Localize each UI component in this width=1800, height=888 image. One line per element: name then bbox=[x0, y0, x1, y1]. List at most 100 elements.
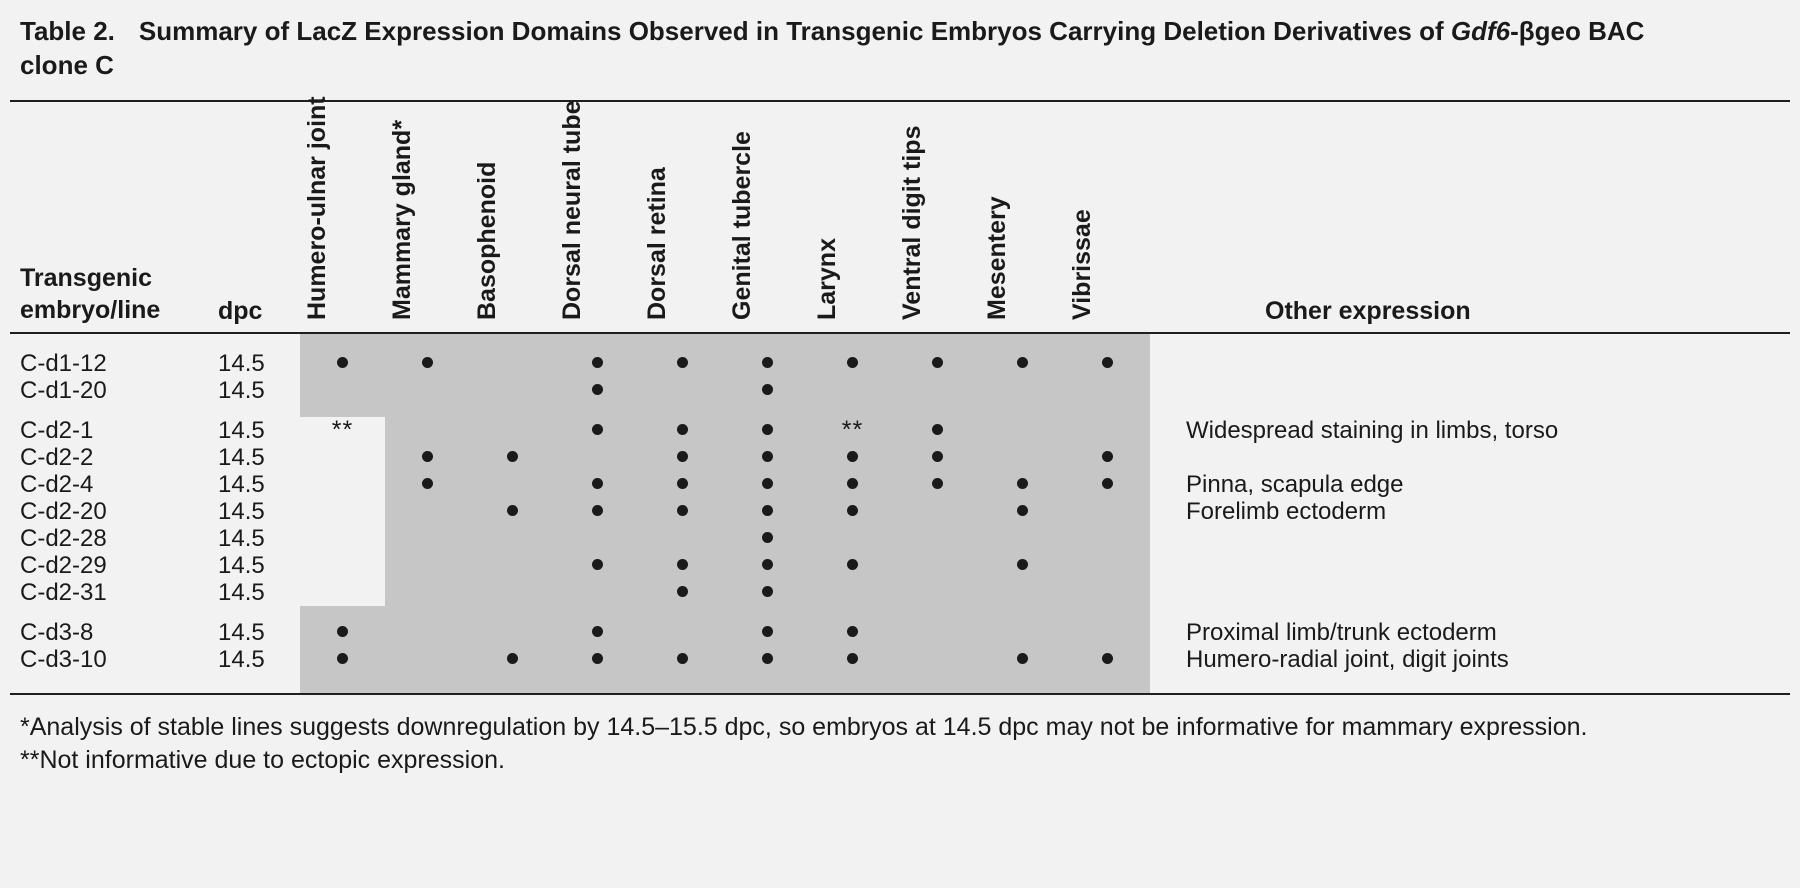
dot-icon bbox=[762, 532, 773, 544]
empty-cell bbox=[385, 525, 470, 552]
row-line-label: C-d3-10 bbox=[20, 646, 107, 673]
dot-icon bbox=[1102, 451, 1113, 463]
empty-cell bbox=[555, 579, 640, 606]
empty-cell bbox=[810, 525, 895, 552]
column-header-rotated-2: Mammary gland* bbox=[388, 119, 416, 320]
expression-dot-cell bbox=[725, 377, 810, 404]
dpc-value: 14.5 bbox=[218, 525, 265, 552]
empty-cell bbox=[470, 471, 555, 498]
table-row-C-d1-20: C-d1-20 14.5 bbox=[0, 377, 1800, 404]
expression-dot-cell bbox=[725, 350, 810, 377]
expression-dot-cell bbox=[385, 444, 470, 471]
expression-dot-cell bbox=[810, 444, 895, 471]
row-group-2: C-d2-1 14.5 ** ** Widespread staining in lim… bbox=[0, 417, 1800, 606]
empty-cell bbox=[980, 444, 1065, 471]
dot-icon bbox=[592, 478, 603, 490]
empty-cell bbox=[895, 498, 980, 525]
dot-icon bbox=[847, 653, 858, 665]
other-expression-text bbox=[1150, 579, 1800, 606]
expression-dot-cell bbox=[1065, 471, 1150, 498]
column-header-rotated-1: Humero-ulnar joint bbox=[303, 96, 331, 320]
expression-dot-cell bbox=[980, 552, 1065, 579]
dpc-value: 14.5 bbox=[218, 579, 265, 606]
dot-icon bbox=[507, 451, 518, 463]
title-line2: clone C bbox=[20, 50, 114, 80]
dot-icon bbox=[422, 478, 433, 490]
expression-dot-cell bbox=[640, 498, 725, 525]
other-expression-text bbox=[1150, 525, 1800, 552]
dot-icon bbox=[762, 478, 773, 490]
row-line-label: C-d2-31 bbox=[20, 579, 107, 606]
title-gene-name-italic: Gdf6 bbox=[1450, 16, 1511, 46]
empty-cell bbox=[895, 552, 980, 579]
empty-cell bbox=[895, 619, 980, 646]
dot-icon bbox=[847, 451, 858, 463]
empty-cell bbox=[1065, 525, 1150, 552]
expression-dot-cell bbox=[555, 552, 640, 579]
dot-icon bbox=[422, 451, 433, 463]
expression-dot-cell bbox=[725, 579, 810, 606]
empty-cell bbox=[1065, 498, 1150, 525]
dot-icon bbox=[677, 451, 688, 463]
empty-cell bbox=[895, 377, 980, 404]
dot-icon bbox=[1102, 653, 1113, 665]
dot-matrix-shade bbox=[300, 334, 1150, 693]
expression-dot-cell bbox=[640, 579, 725, 606]
footnote-mammary: *Analysis of stable lines suggests downr… bbox=[20, 713, 1588, 741]
table-title: Table 2. Summary of LacZ Expression Domai… bbox=[0, 0, 1800, 82]
column-header-rotated-10: Vibrissae bbox=[1068, 209, 1096, 320]
expression-dot-cell bbox=[895, 350, 980, 377]
empty-cell bbox=[300, 471, 385, 498]
table-number: Table 2. bbox=[20, 16, 115, 46]
other-expression-text: Forelimb ectoderm bbox=[1186, 498, 1387, 525]
expression-dot-cell bbox=[555, 471, 640, 498]
dot-icon bbox=[762, 626, 773, 638]
empty-cell bbox=[640, 525, 725, 552]
empty-cell bbox=[300, 444, 385, 471]
expression-dot-cell bbox=[810, 471, 895, 498]
other-expression-text: Widespread staining in limbs, torso bbox=[1186, 417, 1559, 444]
table-row-C-d2-31: C-d2-31 14.5 bbox=[0, 579, 1800, 606]
dot-icon bbox=[337, 626, 348, 638]
table-row-C-d2-2: C-d2-2 14.5 bbox=[0, 444, 1800, 471]
table-row-C-d3-10: C-d3-10 14.5 Humero-radial joint, digit jo… bbox=[0, 646, 1800, 673]
dot-icon bbox=[932, 451, 943, 463]
footnote-ectopic: **Not informative due to ectopic express… bbox=[20, 746, 505, 774]
expression-dot-cell bbox=[980, 350, 1065, 377]
expression-dot-cell bbox=[725, 552, 810, 579]
dot-icon bbox=[677, 559, 688, 571]
row-line-label: C-d2-28 bbox=[20, 525, 107, 552]
column-header-other-expression: Other expression bbox=[1265, 297, 1471, 325]
rule-header bbox=[10, 332, 1790, 334]
dot-icon bbox=[592, 626, 603, 638]
expression-dot-cell bbox=[725, 444, 810, 471]
dot-icon bbox=[847, 357, 858, 369]
empty-cell bbox=[470, 552, 555, 579]
expression-dot-cell bbox=[300, 619, 385, 646]
empty-cell bbox=[980, 377, 1065, 404]
rule-bottom bbox=[10, 693, 1790, 695]
dpc-value: 14.5 bbox=[218, 471, 265, 498]
dpc-value: 14.5 bbox=[218, 552, 265, 579]
dot-icon bbox=[422, 357, 433, 369]
column-header-rotated-5: Dorsal retina bbox=[643, 167, 671, 320]
empty-cell bbox=[470, 350, 555, 377]
footnotes: *Analysis of stable lines suggests downr… bbox=[0, 695, 1800, 777]
row-line-label: C-d2-20 bbox=[20, 498, 107, 525]
expression-dot-cell bbox=[470, 498, 555, 525]
empty-cell bbox=[555, 525, 640, 552]
expression-dot-cell bbox=[555, 417, 640, 444]
empty-cell bbox=[300, 579, 385, 606]
dot-icon bbox=[677, 424, 688, 436]
empty-cell bbox=[980, 579, 1065, 606]
empty-cell bbox=[470, 377, 555, 404]
expression-dot-cell bbox=[725, 646, 810, 673]
dot-icon bbox=[762, 357, 773, 369]
dot-icon bbox=[847, 626, 858, 638]
table-row-C-d2-4: C-d2-4 14.5 Pinna, scapula edge bbox=[0, 471, 1800, 498]
empty-cell bbox=[1065, 417, 1150, 444]
dot-icon bbox=[592, 424, 603, 436]
table-row-C-d2-1: C-d2-1 14.5 ** ** Widespread staining in lim… bbox=[0, 417, 1800, 444]
expression-dot-cell bbox=[640, 471, 725, 498]
